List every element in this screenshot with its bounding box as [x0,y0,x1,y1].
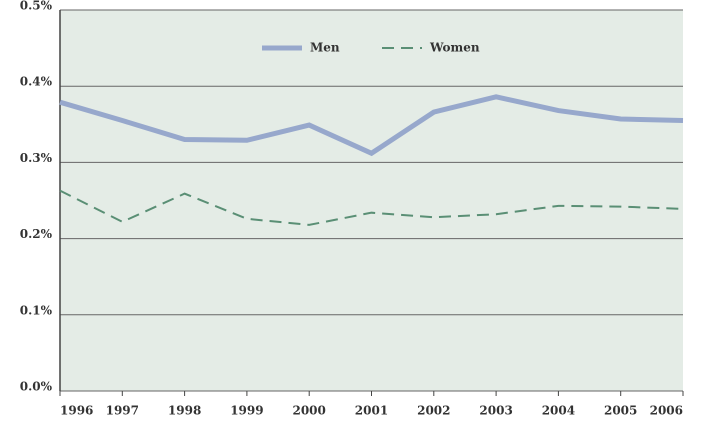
x-tick-label: 2005 [604,404,637,418]
legend-label: Women [429,41,480,55]
y-tick-label: 0.0% [20,380,53,394]
x-tick-label: 2002 [417,404,450,418]
legend-label: Men [310,41,340,55]
x-tick-label: 2003 [479,404,512,418]
x-tick-label: 2006 [650,404,683,418]
series-line [59,94,684,157]
x-tick-label: 2001 [355,404,388,418]
x-tick-label: 2000 [292,404,325,418]
y-tick-label: 0.5% [20,0,53,13]
x-tick-label: 1999 [230,404,263,418]
x-tick-label: 1998 [168,404,201,418]
x-tick-label: 1997 [106,404,139,418]
x-tick-label: 1996 [60,404,93,418]
plot-area [60,10,683,391]
y-tick-label: 0.4% [20,75,53,89]
y-tick-label: 0.2% [20,227,53,241]
y-tick-label: 0.3% [20,151,53,165]
x-tick-label: 2004 [542,404,575,418]
y-tick-label: 0.1% [20,303,53,317]
series-line [59,189,684,226]
